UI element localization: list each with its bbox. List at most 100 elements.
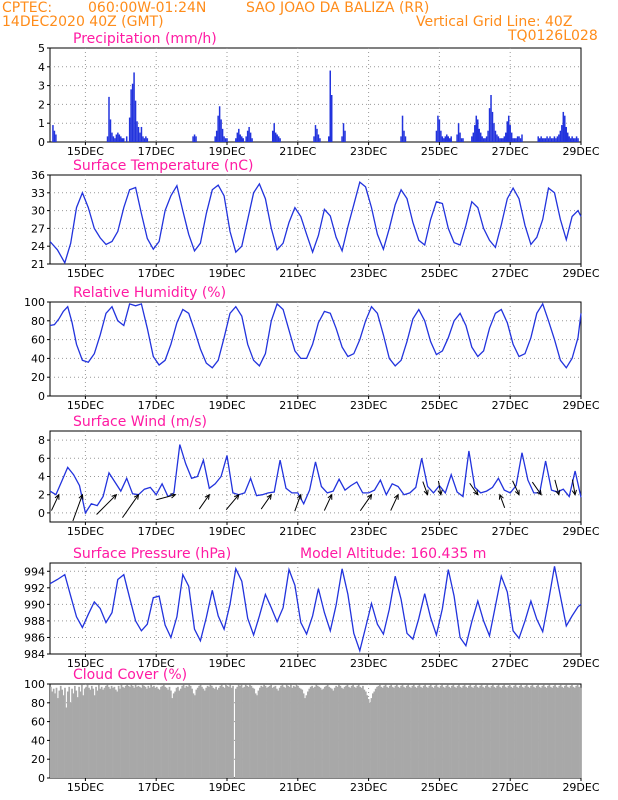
cloud-bar bbox=[432, 687, 435, 778]
cloud-bar bbox=[194, 695, 196, 778]
x-tick-label: 25DEC bbox=[421, 145, 458, 158]
cloud-bar bbox=[487, 686, 490, 778]
cloud-bar bbox=[93, 695, 96, 778]
precip-bar bbox=[139, 132, 141, 142]
cloud-bar bbox=[484, 685, 487, 778]
model-label: TQ0126L028 bbox=[508, 28, 598, 44]
cloud-bar bbox=[333, 687, 336, 778]
cloud-bar bbox=[458, 684, 460, 778]
precip-bar bbox=[246, 130, 249, 142]
panel-2: 0 20 40 60 80 100 15DEC 17DEC 19DEC 21DEC 23DEC 25D… bbox=[24, 285, 600, 412]
wind-arrow-shaft bbox=[96, 494, 117, 515]
cloud-bar bbox=[579, 687, 582, 778]
cloud-bar bbox=[65, 707, 68, 778]
cloud-bar bbox=[357, 684, 360, 778]
cloud-bar bbox=[459, 686, 462, 778]
wind-arrow bbox=[512, 480, 520, 496]
precip-bar bbox=[140, 126, 143, 142]
cloud-bar bbox=[175, 687, 178, 778]
wind-arrow bbox=[198, 493, 210, 510]
cloud-bar bbox=[273, 686, 275, 778]
panel-title: Surface Wind (m/s) bbox=[73, 414, 207, 430]
cloud-bar bbox=[463, 684, 466, 778]
cloud-bar bbox=[403, 686, 405, 778]
cloud-bar bbox=[412, 684, 415, 778]
cloud-bar bbox=[281, 684, 284, 778]
precip-bar bbox=[475, 115, 478, 142]
coords-label: 060:00W-01:24N bbox=[88, 0, 207, 16]
cloud-bar bbox=[374, 688, 377, 778]
cloud-bar bbox=[418, 684, 421, 778]
cloud-bar bbox=[331, 688, 333, 778]
y-tick-label: 988 bbox=[24, 615, 45, 628]
precip-bar bbox=[193, 134, 196, 142]
cloud-bar bbox=[212, 687, 215, 778]
precip-bar bbox=[550, 138, 553, 142]
cloud-bar bbox=[148, 687, 151, 778]
cloud-bar bbox=[196, 687, 199, 778]
cloud-bar bbox=[213, 688, 216, 778]
panel-5: 0 20 40 60 80 100 15DEC 17DEC 19DEC 21DEC 23DEC 25D… bbox=[24, 667, 600, 794]
precip-bar bbox=[319, 138, 321, 142]
cloud-bar bbox=[332, 690, 335, 778]
cloud-bar bbox=[230, 687, 233, 778]
cloud-bar bbox=[301, 689, 304, 778]
precip-bar bbox=[562, 111, 565, 142]
wind-arrow-head bbox=[571, 489, 577, 496]
cloud-bar bbox=[323, 686, 326, 778]
precip-bar bbox=[223, 136, 225, 142]
cloud-bar bbox=[500, 687, 503, 778]
cloud-bar bbox=[246, 685, 249, 778]
cloud-bar bbox=[61, 689, 64, 778]
cloud-bar bbox=[335, 685, 337, 778]
cloud-bar bbox=[466, 687, 469, 778]
cloud-bar bbox=[514, 684, 517, 778]
wind-arrow-head bbox=[234, 493, 240, 500]
cloud-bar bbox=[254, 693, 257, 778]
cloud-bar bbox=[376, 686, 378, 778]
cloud-bar bbox=[429, 684, 432, 778]
precip-bar bbox=[443, 138, 445, 142]
cloud-bar bbox=[397, 686, 400, 778]
cloud-bar bbox=[117, 685, 120, 778]
precip-bar bbox=[245, 136, 247, 142]
cloud-bar bbox=[195, 689, 198, 778]
wind-arrow bbox=[51, 493, 60, 511]
wind-arrow-head bbox=[327, 493, 333, 500]
cloud-bar bbox=[339, 685, 342, 778]
cloud-bar bbox=[571, 684, 573, 778]
wind-arrow-shaft bbox=[225, 494, 240, 511]
cloud-bar bbox=[153, 685, 155, 778]
precip-bar bbox=[491, 111, 494, 142]
cloud-bar bbox=[486, 684, 489, 778]
x-tick-label: 19DEC bbox=[208, 525, 245, 538]
cloud-bar bbox=[545, 687, 548, 778]
cloud-bar bbox=[257, 690, 260, 778]
panel-title: Cloud Cover (%) bbox=[73, 667, 187, 683]
wind-arrow-head bbox=[366, 493, 373, 500]
precip-bar bbox=[401, 115, 404, 142]
cloud-bar bbox=[237, 684, 240, 778]
cloud-bar bbox=[483, 687, 486, 778]
cloud-bar bbox=[110, 685, 113, 778]
x-tick-label: 19DEC bbox=[208, 145, 245, 158]
cloud-bar bbox=[369, 702, 371, 778]
cloud-bar bbox=[531, 684, 534, 778]
wind-arrow bbox=[498, 493, 506, 509]
cloud-bar bbox=[540, 687, 542, 778]
cloud-bar bbox=[322, 688, 325, 778]
cloud-bar bbox=[203, 690, 206, 778]
cloud-bar bbox=[232, 685, 234, 778]
y-tick-label: 5 bbox=[38, 42, 45, 55]
precip-bar bbox=[142, 136, 144, 142]
y-tick-label: 8 bbox=[38, 434, 45, 447]
precip-bar bbox=[577, 138, 579, 142]
precip-bar bbox=[128, 117, 131, 142]
cloud-bar bbox=[371, 693, 374, 778]
cloud-bar bbox=[239, 685, 241, 778]
wind-arrow-shaft bbox=[72, 494, 83, 522]
cloud-bar bbox=[408, 686, 411, 778]
cloud-bar bbox=[88, 687, 90, 778]
cloud-bar bbox=[314, 686, 316, 778]
x-tick-label: 25DEC bbox=[421, 267, 458, 280]
